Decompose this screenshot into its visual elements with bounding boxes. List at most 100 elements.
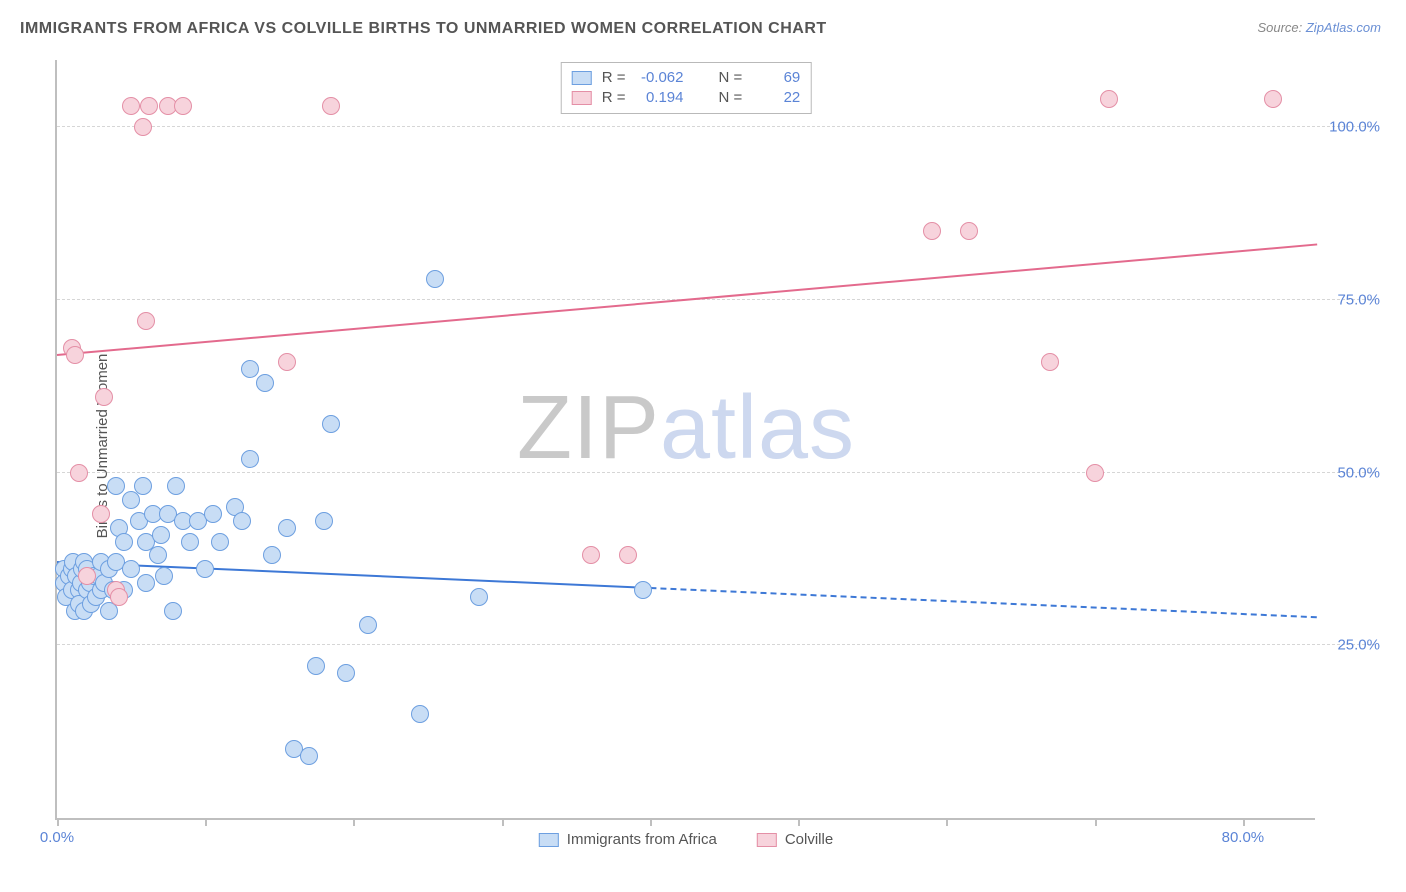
x-tick [57, 818, 59, 826]
correlation-legend: R = -0.062 N = 69 R = 0.194 N = 22 [561, 62, 812, 114]
scatter-point [149, 546, 167, 564]
scatter-point [634, 581, 652, 599]
scatter-point [1264, 90, 1282, 108]
scatter-point [204, 505, 222, 523]
y-tick-label: 75.0% [1337, 291, 1380, 308]
scatter-point [211, 533, 229, 551]
legend-swatch [757, 833, 777, 847]
scatter-point [256, 374, 274, 392]
scatter-point [137, 312, 155, 330]
scatter-point [960, 222, 978, 240]
scatter-point [196, 560, 214, 578]
y-tick-label: 50.0% [1337, 464, 1380, 481]
scatter-point [155, 567, 173, 585]
legend-swatch [572, 71, 592, 85]
watermark-part2: atlas [660, 378, 855, 478]
scatter-point [95, 388, 113, 406]
source-attribution: Source: ZipAtlas.com [1257, 20, 1381, 35]
scatter-point [122, 97, 140, 115]
legend-n-value: 22 [752, 88, 800, 108]
scatter-point [152, 526, 170, 544]
scatter-point [923, 222, 941, 240]
watermark-text: ZIPatlas [517, 377, 855, 480]
scatter-point [174, 97, 192, 115]
legend-r-label: R = [602, 88, 626, 108]
legend-r-value: -0.062 [636, 68, 684, 88]
gridline-horizontal [57, 644, 1375, 645]
chart-title: IMMIGRANTS FROM AFRICA VS COLVILLE BIRTH… [20, 20, 827, 38]
scatter-point [1100, 90, 1118, 108]
legend-series-name: Immigrants from Africa [567, 831, 717, 848]
scatter-point [426, 270, 444, 288]
x-tick [650, 818, 652, 826]
x-tick [502, 818, 504, 826]
scatter-point [241, 450, 259, 468]
x-tick [353, 818, 355, 826]
x-tick [946, 818, 948, 826]
x-tick-label: 0.0% [40, 829, 74, 846]
scatter-point [167, 477, 185, 495]
scatter-point [307, 657, 325, 675]
scatter-point [582, 546, 600, 564]
scatter-point [322, 97, 340, 115]
series-legend: Immigrants from Africa Colville [539, 831, 833, 848]
scatter-point [315, 512, 333, 530]
scatter-point [164, 602, 182, 620]
legend-series-name: Colville [785, 831, 833, 848]
chart-plot-area: ZIPatlas R =-0.062N =69R =0.194N =22 Imm… [55, 60, 1315, 820]
scatter-point [110, 588, 128, 606]
scatter-point [66, 346, 84, 364]
legend-row: R = -0.062 N = 69 [572, 68, 801, 88]
trend-line-dashed [650, 587, 1317, 618]
scatter-point [263, 546, 281, 564]
y-tick-label: 25.0% [1337, 637, 1380, 654]
trend-line [57, 562, 1317, 617]
x-tick [1095, 818, 1097, 826]
scatter-point [278, 519, 296, 537]
scatter-point [322, 415, 340, 433]
scatter-point [470, 588, 488, 606]
legend-n-value: 69 [752, 68, 800, 88]
legend-r-label: R = [602, 68, 626, 88]
legend-series-item: Colville [757, 831, 833, 848]
scatter-point [134, 477, 152, 495]
scatter-point [70, 464, 88, 482]
scatter-point [241, 360, 259, 378]
legend-n-label: N = [719, 88, 743, 108]
scatter-point [300, 747, 318, 765]
legend-r-value: 0.194 [636, 88, 684, 108]
source-value: ZipAtlas.com [1306, 20, 1381, 35]
scatter-point [278, 353, 296, 371]
scatter-point [411, 705, 429, 723]
gridline-horizontal [57, 126, 1375, 127]
x-tick [205, 818, 207, 826]
legend-swatch [539, 833, 559, 847]
scatter-point [137, 574, 155, 592]
x-tick [1243, 818, 1245, 826]
gridline-horizontal [57, 472, 1375, 473]
scatter-point [140, 97, 158, 115]
legend-row: R = 0.194 N = 22 [572, 88, 801, 108]
legend-n-label: N = [719, 68, 743, 88]
legend-swatch [572, 91, 592, 105]
source-label: Source: [1257, 20, 1305, 35]
x-tick-label: 80.0% [1222, 829, 1265, 846]
y-tick-label: 100.0% [1329, 119, 1380, 136]
scatter-point [359, 616, 377, 634]
scatter-point [115, 533, 133, 551]
scatter-point [1041, 353, 1059, 371]
gridline-horizontal [57, 299, 1375, 300]
scatter-point [78, 567, 96, 585]
scatter-point [181, 533, 199, 551]
scatter-point [122, 560, 140, 578]
scatter-point [134, 118, 152, 136]
scatter-point [233, 512, 251, 530]
scatter-point [107, 477, 125, 495]
scatter-point [619, 546, 637, 564]
scatter-point [1086, 464, 1104, 482]
scatter-point [337, 664, 355, 682]
x-tick [798, 818, 800, 826]
scatter-point [92, 505, 110, 523]
legend-series-item: Immigrants from Africa [539, 831, 717, 848]
watermark-part1: ZIP [517, 378, 660, 478]
